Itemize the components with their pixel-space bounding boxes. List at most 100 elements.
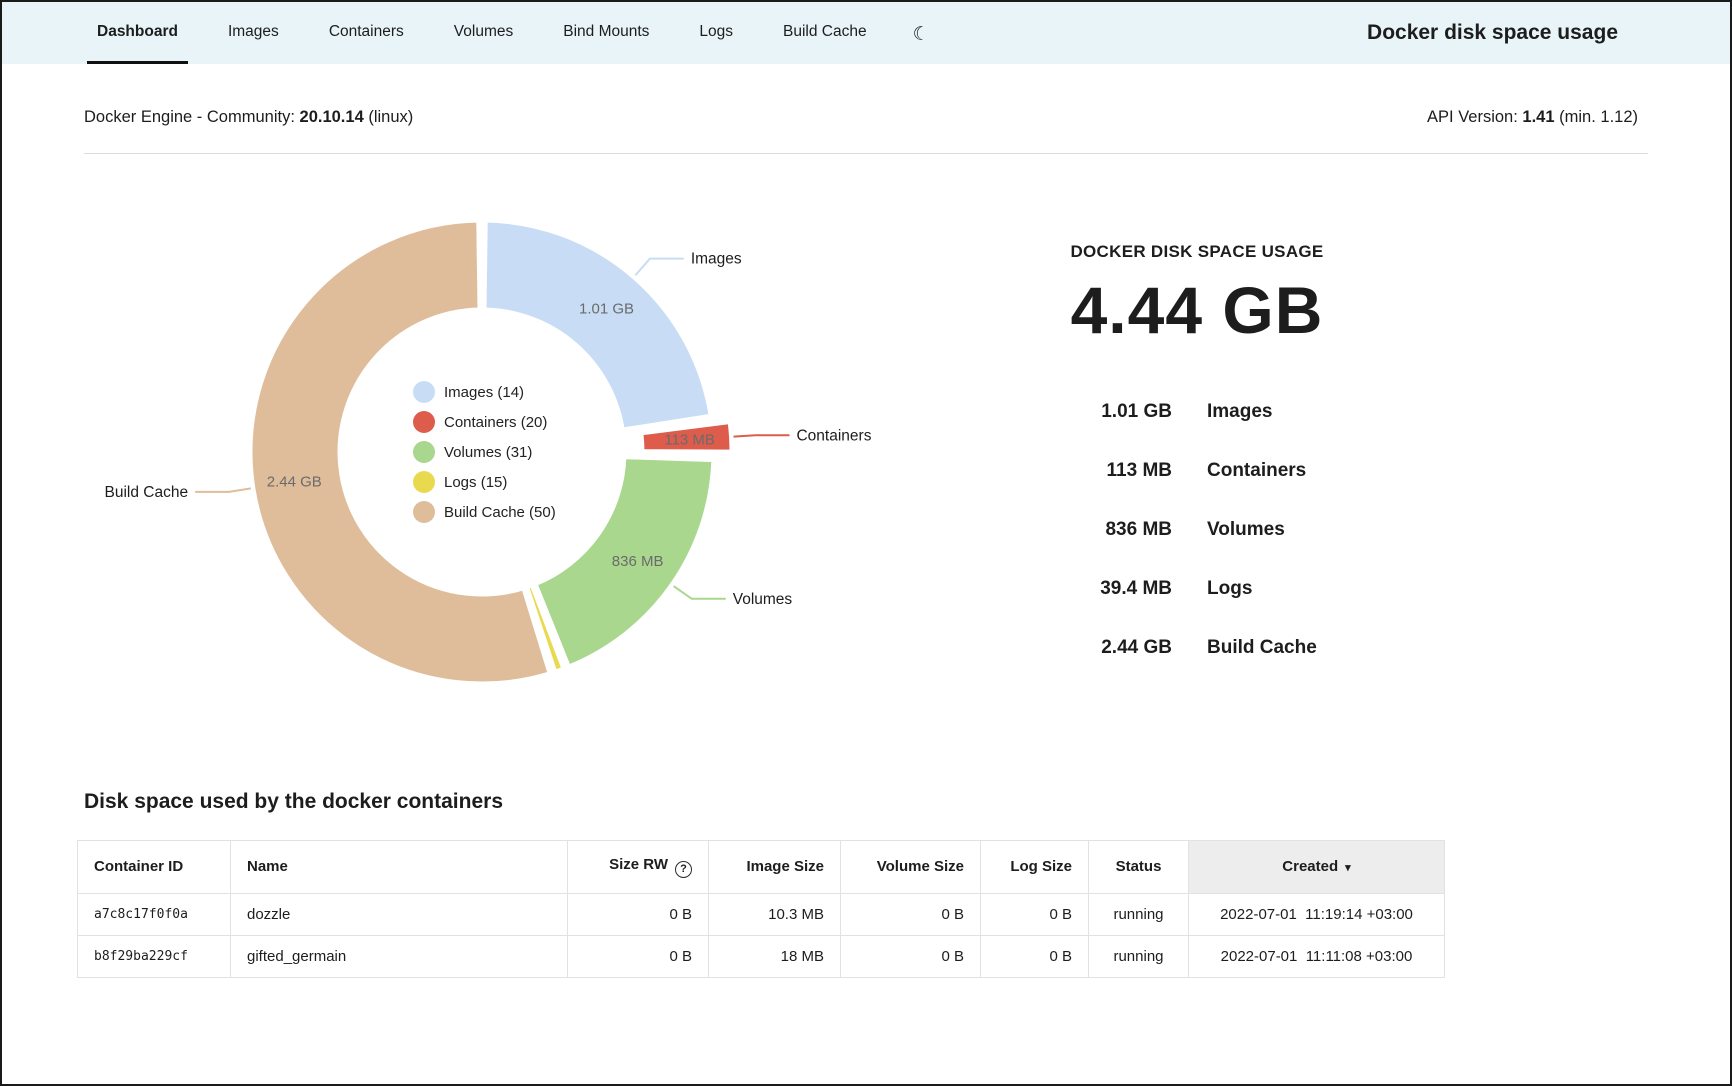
slice-size-label-containers: 113 MB — [664, 431, 715, 448]
engine-version-text: Docker Engine - Community: 20.10.14 (lin… — [84, 108, 413, 127]
moon-icon: ☾ — [913, 24, 930, 45]
tab-build-cache[interactable]: Build Cache — [773, 2, 877, 64]
cell-image-size: 18 MB — [709, 935, 841, 977]
tab-containers[interactable]: Containers — [319, 2, 414, 64]
api-min: (min. 1.12) — [1559, 108, 1638, 126]
legend-swatch — [413, 471, 435, 493]
usage-breakdown: 1.01 GB Images 113 MB Containers 836 MB Volum… — [1002, 382, 1392, 677]
engine-label: Docker Engine - Community: — [84, 108, 295, 126]
tab-dashboard[interactable]: Dashboard — [87, 2, 188, 64]
engine-info-bar: Docker Engine - Community: 20.10.14 (lin… — [2, 64, 1730, 127]
usage-value: 1.01 GB — [1002, 401, 1172, 423]
cell-status: running — [1089, 935, 1189, 977]
column-header-size-rw[interactable]: Size RW? — [568, 841, 709, 894]
page: Dashboard Images Containers Volumes Bind Mou… — [0, 0, 1732, 1086]
containers-table-header-row: Container IDNameSize RW?Image SizeVolume… — [78, 841, 1445, 894]
cell-size-rw: 0 B — [568, 935, 709, 977]
usage-name: Build Cache — [1207, 637, 1317, 659]
label-leader-line-build-cache — [195, 488, 251, 491]
column-label: Size RW — [609, 856, 668, 873]
cell-volume-size: 0 B — [841, 893, 981, 935]
legend-item-volumes[interactable]: Volumes (31) — [413, 441, 532, 463]
legend-label: Containers (20) — [444, 414, 547, 431]
usage-summary: DOCKER DISK SPACE USAGE 4.44 GB 1.01 GB I… — [1002, 242, 1392, 677]
app-title: Docker disk space usage — [1367, 21, 1618, 45]
cell-container-id: b8f29ba229cf — [78, 935, 231, 977]
table-row: a7c8c17f0f0adozzle0 B10.3 MB0 B0 Brunnin… — [78, 893, 1445, 935]
label-leader-line-containers — [734, 435, 790, 436]
usage-total: 4.44 GB — [1002, 272, 1392, 348]
legend-swatch — [413, 381, 435, 403]
legend-item-images[interactable]: Images (14) — [413, 381, 524, 403]
cell-created: 2022-07-01 11:11:08 +03:00 — [1189, 935, 1445, 977]
column-header-name[interactable]: Name — [231, 841, 568, 894]
api-version: 1.41 — [1522, 108, 1554, 126]
column-label: Container ID — [94, 858, 183, 875]
usage-value: 39.4 MB — [1002, 578, 1172, 600]
column-header-container-id[interactable]: Container ID — [78, 841, 231, 894]
containers-heading: Disk space used by the docker containers — [84, 790, 1445, 814]
table-row: b8f29ba229cfgifted_germain0 B18 MB0 B0 B… — [78, 935, 1445, 977]
cell-created: 2022-07-01 11:19:14 +03:00 — [1189, 893, 1445, 935]
label-leader-line-images — [635, 259, 683, 276]
usage-name: Containers — [1207, 460, 1306, 482]
tab-volumes[interactable]: Volumes — [444, 2, 523, 64]
containers-section: Disk space used by the docker containers… — [77, 790, 1445, 978]
cell-name: gifted_germain — [231, 935, 568, 977]
usage-row-build-cache: 2.44 GB Build Cache — [1002, 618, 1392, 677]
slice-name-label-volumes: Volumes — [733, 591, 793, 608]
column-label: Created — [1282, 858, 1338, 875]
legend-swatch — [413, 411, 435, 433]
cell-image-size: 10.3 MB — [709, 893, 841, 935]
usage-value: 2.44 GB — [1002, 637, 1172, 659]
usage-value: 836 MB — [1002, 519, 1172, 541]
usage-row-volumes: 836 MB Volumes — [1002, 500, 1392, 559]
legend-swatch — [413, 501, 435, 523]
slice-name-label-containers: Containers — [796, 427, 871, 444]
column-header-volume-size[interactable]: Volume Size — [841, 841, 981, 894]
column-header-image-size[interactable]: Image Size — [709, 841, 841, 894]
chart-area: 1.01 GBImages113 MBContainers836 MBVolum… — [67, 182, 887, 748]
cell-name: dozzle — [231, 893, 568, 935]
tab-bind-mounts[interactable]: Bind Mounts — [553, 2, 659, 64]
label-leader-line-volumes — [674, 586, 726, 599]
top-nav: Dashboard Images Containers Volumes Bind Mou… — [2, 2, 1730, 64]
slice-size-label-build-cache: 2.44 GB — [267, 474, 322, 491]
api-label: API Version: — [1427, 108, 1518, 126]
usage-row-logs: 39.4 MB Logs — [1002, 559, 1392, 618]
usage-row-containers: 113 MB Containers — [1002, 441, 1392, 500]
column-label: Image Size — [746, 858, 824, 875]
cell-status: running — [1089, 893, 1189, 935]
column-header-created[interactable]: Created ▾ — [1189, 841, 1445, 894]
slice-name-label-build-cache: Build Cache — [105, 484, 189, 501]
engine-platform: (linux) — [368, 108, 413, 126]
tab-images[interactable]: Images — [218, 2, 289, 64]
disk-usage-donut: 1.01 GBImages113 MBContainers836 MBVolum… — [67, 182, 887, 748]
theme-toggle-button[interactable]: ☾ — [907, 23, 936, 46]
cell-volume-size: 0 B — [841, 935, 981, 977]
column-label: Volume Size — [877, 858, 964, 875]
slice-name-label-images: Images — [691, 251, 742, 268]
legend-item-build-cache[interactable]: Build Cache (50) — [413, 501, 556, 523]
legend-item-logs[interactable]: Logs (15) — [413, 471, 507, 493]
usage-value: 113 MB — [1002, 460, 1172, 482]
usage-heading: DOCKER DISK SPACE USAGE — [1002, 242, 1392, 262]
usage-name: Logs — [1207, 578, 1252, 600]
info-icon[interactable]: ? — [675, 861, 692, 878]
tab-logs[interactable]: Logs — [689, 2, 743, 64]
api-version-text: API Version: 1.41 (min. 1.12) — [1427, 108, 1638, 127]
sort-desc-icon: ▾ — [1345, 862, 1351, 874]
cell-container-id: a7c8c17f0f0a — [78, 893, 231, 935]
nav-tabs: Dashboard Images Containers Volumes Bind Mou… — [87, 2, 907, 64]
column-label: Log Size — [1010, 858, 1072, 875]
usage-name: Images — [1207, 401, 1272, 423]
usage-name: Volumes — [1207, 519, 1285, 541]
column-label: Status — [1116, 858, 1162, 875]
legend-label: Volumes (31) — [444, 444, 532, 461]
legend-item-containers[interactable]: Containers (20) — [413, 411, 547, 433]
column-header-status[interactable]: Status — [1089, 841, 1189, 894]
legend-label: Build Cache (50) — [444, 504, 556, 521]
slice-size-label-volumes: 836 MB — [612, 553, 664, 570]
column-header-log-size[interactable]: Log Size — [981, 841, 1089, 894]
containers-table: Container IDNameSize RW?Image SizeVolume… — [77, 840, 1445, 978]
